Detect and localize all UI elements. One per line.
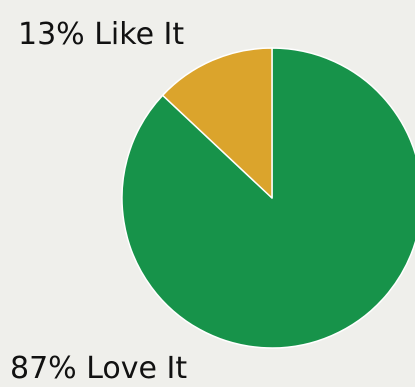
slice-label-love-it: 87% Love It bbox=[10, 351, 187, 386]
slice-label-like-it: 13% Like It bbox=[18, 17, 184, 52]
pie-slice-love-it bbox=[121, 47, 415, 349]
pie-slices bbox=[121, 47, 415, 349]
pie-slice-like-it bbox=[161, 47, 273, 199]
